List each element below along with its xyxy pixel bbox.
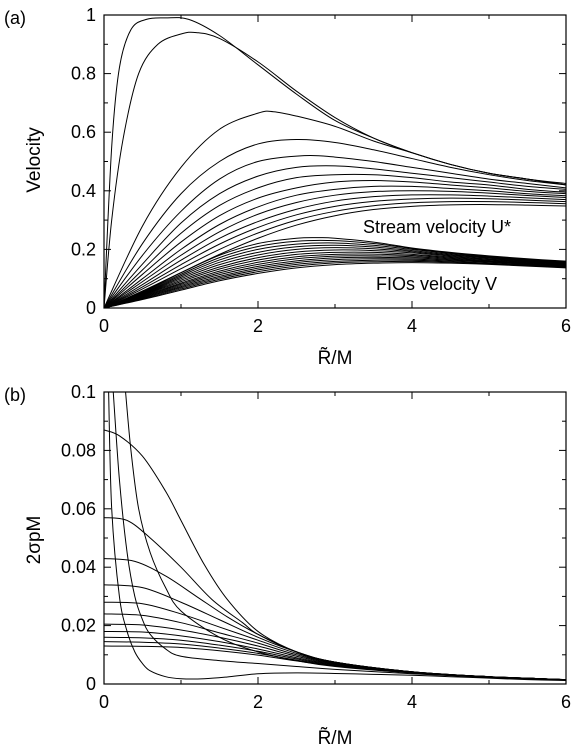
panel-b-density-curve-10 [104,630,566,681]
panel-a-fios-curve-16 [104,242,566,308]
panel-a-stream-curve-1 [104,31,566,308]
panel-a-stream-curve-6 [104,173,566,308]
panel-a-stream-curve-2 [104,110,566,308]
stream-velocity-annotation: Stream velocity U* [363,217,511,237]
panel-a-y-tick-label: 0.8 [71,64,96,84]
panel-b-density-curve-0 [108,392,566,681]
panel-a-stream-curve-10 [104,194,566,308]
panel-a-curves [104,17,566,308]
panel-a-stream-curve-8 [104,185,566,308]
panel-b-density-curve-13 [104,645,566,681]
panel-b-x-tick-label: 6 [561,692,571,712]
panel-a-y-axis-title: Velocity [24,127,45,193]
panel-a-y-tick-label: 1 [86,5,96,25]
panel-b-y-tick-label: 0.1 [71,382,96,402]
panel-a-fios-curve-26 [104,260,566,308]
panel-b-y-tick-label: 0 [86,674,96,694]
panel-b-x-axis-title: R̃/M [318,727,353,749]
panel-b-density-curve-3 [104,429,566,681]
panel-a-x-axis-title: R̃/M [318,347,353,369]
panel-a-y-tick-label: 0.2 [71,239,96,259]
panel-b-x-tick-label: 4 [407,692,417,712]
panel-b-x-tick-label: 2 [253,692,263,712]
panel-a-fios-curve-20 [104,251,566,308]
panel-a-y-tick-label: 0.4 [71,181,96,201]
panel-a-stream-curve-12 [104,201,566,308]
panel-b-density-curve-1 [112,392,566,681]
panel-a-fios-curve-27 [104,262,566,308]
panel-a-fios-curve-17 [104,244,566,308]
panel-a-x-tick-label: 0 [99,316,109,336]
panel-a-fios-curve-15 [104,239,566,308]
panel-b-y-axis-title: 2σpM [24,516,45,565]
panel-a-x-tick-label: 4 [407,316,417,336]
panel-a-fios-curve-25 [104,259,566,308]
panel-b-label: (b) [4,385,26,405]
panel-b: (b) 2σpM R̃/M 0 2 4 6 0 0.02 0.04 0.06 0.08 0.1 [4,382,571,749]
panel-a-fios-curve-22 [104,255,566,308]
panel-a-stream-curve-5 [104,165,566,308]
panel-a-stream-curve-7 [104,180,566,308]
panel-a-fios-curve-23 [104,256,566,308]
fios-velocity-annotation: FIOs velocity V [376,274,497,294]
panel-a-y-tick-label: 0 [86,298,96,318]
panel-a-stream-curve-4 [104,154,566,308]
panel-b-y-tick-label: 0.08 [61,440,96,460]
panel-b-density-curve-7 [104,601,566,681]
panel-b-y-tick-label: 0.04 [61,557,96,577]
panel-b-y-tick-label: 0.02 [61,616,96,636]
panel-a-fios-curve-19 [104,249,566,308]
panel-a-stream-curve-3 [104,139,566,308]
panel-a-fios-curve-24 [104,258,566,308]
panel-b-density-curve-2 [125,392,566,681]
panel-a-stream-curve-9 [104,190,566,308]
panel-b-density-curve-5 [104,557,566,681]
panel-a-x-tick-label: 6 [561,316,571,336]
panel-b-x-tick-label: 0 [99,692,109,712]
panel-b-curves [104,392,566,681]
panel-a-fios-curve-14 [104,237,566,308]
panel-a: (a) Velocity R̃/M Stream velocity U* FIO… [4,5,571,369]
panel-b-plot-frame [103,391,567,685]
panel-a-x-tick-label: 2 [253,316,263,336]
panel-b-y-tick-label: 0.06 [61,499,96,519]
panel-a-fios-curve-18 [104,247,566,308]
panel-a-stream-curve-11 [104,197,566,308]
panel-a-fios-curve-21 [104,253,566,308]
panel-a-y-tick-label: 0.6 [71,122,96,142]
panel-a-label: (a) [4,8,26,28]
panel-b-density-curve-9 [104,623,566,681]
